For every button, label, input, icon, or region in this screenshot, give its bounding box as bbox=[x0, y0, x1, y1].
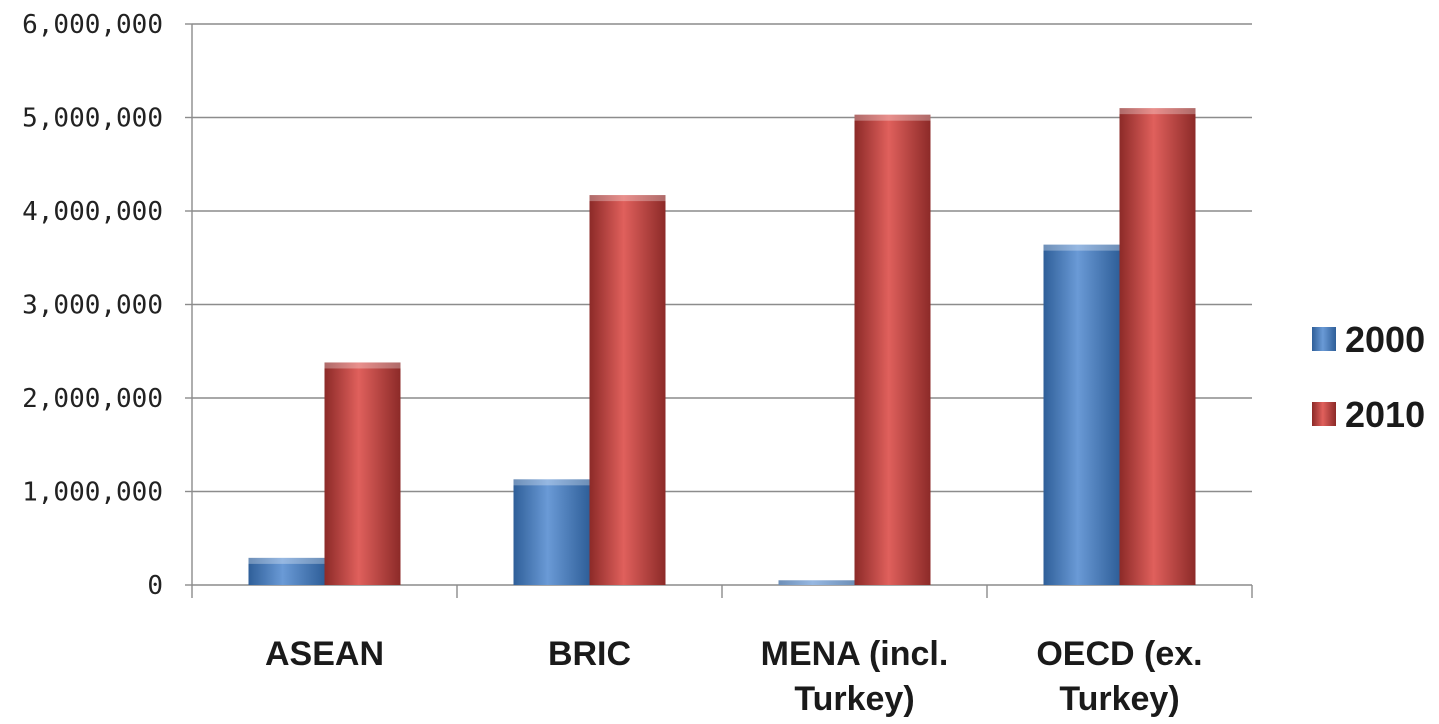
bar-2010 bbox=[1119, 108, 1196, 586]
bar-2000 bbox=[513, 479, 590, 585]
bar-2000 bbox=[1043, 244, 1120, 585]
bar-2010 bbox=[324, 362, 401, 585]
legend-label-2000: 2000 bbox=[1345, 319, 1425, 360]
axis-labels: 0 1,000,000 2,000,000 3,000,000 4,000,000 5,0… bbox=[22, 10, 1203, 718]
bar-highlight bbox=[513, 479, 590, 486]
legend: 2000 2010 bbox=[1312, 319, 1425, 435]
x-category-label: Turkey) bbox=[1059, 680, 1179, 718]
bar-highlight bbox=[1043, 244, 1120, 251]
y-tick-label: 1,000,000 bbox=[22, 478, 163, 508]
bar-2010 bbox=[854, 114, 931, 585]
x-category-label: ASEAN bbox=[265, 635, 384, 673]
bar-highlight bbox=[248, 557, 325, 564]
bar-highlight bbox=[778, 580, 855, 585]
x-category-label: Turkey) bbox=[794, 680, 914, 718]
x-category-label: OECD (ex. bbox=[1036, 635, 1202, 673]
y-tick-label: 4,000,000 bbox=[22, 197, 163, 227]
x-category-label: MENA (incl. bbox=[761, 635, 949, 673]
bar-highlight bbox=[854, 114, 931, 121]
legend-swatch-2010 bbox=[1312, 402, 1336, 426]
y-tick-label: 6,000,000 bbox=[22, 10, 163, 40]
y-tick-label: 5,000,000 bbox=[22, 104, 163, 134]
bar-highlight bbox=[1119, 108, 1196, 115]
bar-highlight bbox=[589, 195, 666, 202]
y-tick-label: 0 bbox=[147, 571, 163, 601]
y-tick-label: 2,000,000 bbox=[22, 384, 163, 414]
bar-2000 bbox=[778, 580, 855, 585]
legend-swatch-2000 bbox=[1312, 327, 1336, 351]
bar-2010 bbox=[589, 195, 666, 586]
x-category-label: BRIC bbox=[548, 635, 631, 673]
legend-label-2010: 2010 bbox=[1345, 394, 1425, 435]
y-tick-label: 3,000,000 bbox=[22, 291, 163, 321]
bar-highlight bbox=[324, 362, 401, 369]
bars bbox=[248, 108, 1196, 586]
bar-2000 bbox=[248, 557, 325, 585]
